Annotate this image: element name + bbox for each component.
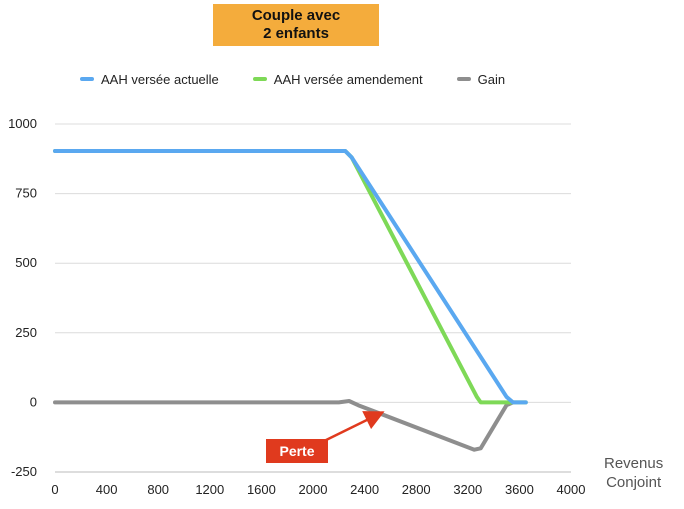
gridlines [55, 123, 571, 473]
legend-swatch-amendement [252, 77, 267, 81]
y-tick-label: 750 [15, 186, 37, 201]
x-tick-label: 1600 [247, 482, 276, 497]
x-axis-ticks: 0 400 800 1200 1600 2000 2400 2800 3200 3600 4000 [51, 482, 585, 497]
x-tick-label: 4000 [557, 482, 586, 497]
x-axis-title-line-1: Revenus [604, 455, 664, 472]
x-tick-label: 2000 [299, 482, 328, 497]
x-tick-label: 800 [147, 482, 169, 497]
annotation-arrow-line [317, 411, 385, 446]
annotation-arrow [317, 411, 385, 446]
legend-item-actuelle: AAH versée actuelle [80, 72, 219, 87]
x-tick-label: 2800 [402, 482, 431, 497]
x-tick-label: 400 [96, 482, 118, 497]
series-line-0 [53, 149, 528, 405]
chart-title-line-2: 2 enfants [263, 25, 329, 42]
x-axis-title: Revenus Conjoint [604, 454, 663, 492]
chart-title-line-1: Couple avec [251, 7, 341, 24]
legend-label-amendement: AAH versée amendement [273, 71, 423, 87]
legend-swatch-actuelle [80, 77, 94, 81]
x-tick-label: 2400 [350, 482, 379, 497]
legend-swatch-gain [456, 77, 471, 81]
y-tick-label: -250 [11, 464, 37, 479]
x-tick-label: 3600 [505, 482, 534, 497]
y-tick-label: 500 [15, 255, 37, 270]
x-tick-label: 0 [51, 482, 58, 497]
series-lines [53, 149, 528, 452]
annotation-perte: Perte [266, 439, 328, 463]
x-tick-label: 1200 [195, 482, 224, 497]
y-tick-label: 1000 [8, 116, 37, 131]
y-axis-ticks: 1000 750 500 250 0 -250 [8, 116, 37, 479]
y-tick-label: 0 [30, 394, 37, 409]
legend: AAH versée actuelle AAH versée amendemen… [80, 70, 539, 88]
chart-title: Couple avec 2 enfants [213, 4, 379, 46]
y-tick-label: 250 [15, 325, 37, 340]
legend-item-amendement: AAH versée amendement [252, 71, 423, 87]
legend-label-actuelle: AAH versée actuelle [101, 71, 219, 87]
legend-label-gain: Gain [477, 71, 506, 87]
series-line-2 [53, 399, 515, 452]
series-line-1 [53, 149, 528, 405]
x-axis-title-line-2: Conjoint [606, 474, 662, 491]
legend-item-gain: Gain [456, 71, 506, 87]
x-tick-label: 3200 [453, 482, 482, 497]
